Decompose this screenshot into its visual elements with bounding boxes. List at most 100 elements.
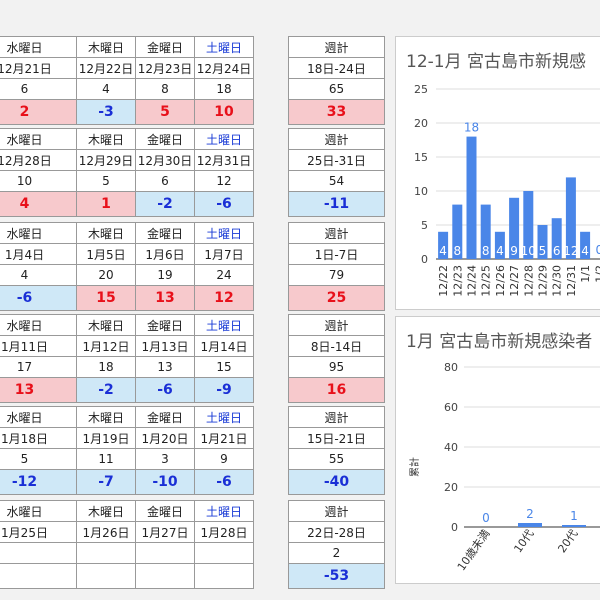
total-count-cell: 79 (288, 264, 385, 286)
total-label-cell: 週計 (288, 222, 385, 244)
day-date-cell: 1月26日 (76, 521, 136, 543)
week-row-date: 12月21日 12月22日 12月23日 12月24日 (0, 57, 254, 79)
day-count-cell: 9 (194, 448, 254, 470)
day-count-cell: 6 (0, 78, 77, 100)
day-diff-cell: -6 (194, 191, 254, 217)
day-diff-cell: -12 (0, 469, 77, 495)
x-tick-label: 12/22 (437, 265, 450, 297)
x-tick-label: 12/26 (494, 265, 507, 297)
day-diff-cell: 10 (194, 99, 254, 125)
data-label: 4 (439, 244, 447, 258)
week-row-date: 1月11日 1月12日 1月13日 1月14日 (0, 335, 254, 357)
day-count-cell: 11 (76, 448, 136, 470)
week-row-diff: -6 15 13 12 (0, 285, 254, 311)
bar (509, 197, 520, 259)
day-date-cell: 1月28日 (194, 521, 254, 543)
total-label-cell: 週計 (288, 36, 385, 58)
day-diff-cell: -10 (135, 469, 195, 495)
x-tick-label: 1/1 (579, 265, 592, 283)
total-row-label: 週計 (288, 36, 385, 58)
week-total-table: 週計 22日-28日 2 -53 (288, 500, 385, 589)
day-dow-cell: 金曜日 (135, 36, 195, 58)
day-diff-cell: 12 (194, 285, 254, 311)
day-diff-cell (0, 563, 77, 589)
week-table: 水曜日 木曜日 金曜日 土曜日 1月11日 1月12日 1月13日 1月14日 17 18 13 15… (0, 314, 254, 403)
bar (580, 231, 591, 259)
data-label: 18 (464, 121, 479, 135)
total-row-label: 週計 (288, 314, 385, 336)
x-tick-label: 12/28 (522, 265, 535, 297)
day-date-cell: 12月21日 (0, 57, 77, 79)
day-count-cell: 6 (135, 170, 195, 192)
total-row-label: 週計 (288, 128, 385, 150)
day-diff-cell: 1 (76, 191, 136, 217)
daily-cases-chart: 0510152025412/22812/231812/24812/25412/2… (414, 83, 600, 297)
day-count-cell: 5 (76, 170, 136, 192)
data-label: 2 (526, 507, 534, 521)
bar (466, 136, 477, 259)
day-dow-cell: 木曜日 (76, 406, 136, 428)
day-diff-cell: -9 (194, 377, 254, 403)
data-label: 0 (482, 511, 490, 525)
total-diff-cell: -53 (288, 563, 385, 589)
day-diff-cell: -7 (76, 469, 136, 495)
day-count-cell: 19 (135, 264, 195, 286)
day-date-cell: 1月13日 (135, 335, 195, 357)
total-count-cell: 2 (288, 542, 385, 564)
data-label: 4 (496, 244, 504, 258)
total-row-range: 25日-31日 (288, 149, 385, 171)
data-label: 5 (539, 244, 547, 258)
total-range-cell: 1日-7日 (288, 243, 385, 265)
day-date-cell: 1月18日 (0, 427, 77, 449)
day-date-cell: 1月19日 (76, 427, 136, 449)
day-dow-cell: 金曜日 (135, 128, 195, 150)
week-row-count: 10 5 6 12 (0, 170, 254, 192)
week-table: 水曜日 木曜日 金曜日 土曜日 12月21日 12月22日 12月23日 12月24日 6 4 8 1… (0, 36, 254, 125)
y-tick-label: 40 (444, 441, 458, 454)
day-count-cell: 15 (194, 356, 254, 378)
day-diff-cell: -6 (0, 285, 77, 311)
total-count-cell: 55 (288, 448, 385, 470)
age-cases-chart-panel: 1月 宮古島市新規感染者 020406080010歳未満210代120代330代… (395, 316, 600, 584)
y-axis-label: 累計 (408, 457, 421, 477)
week-row-diff: 4 1 -2 -6 (0, 191, 254, 217)
y-tick-label: 60 (444, 401, 458, 414)
data-label: 6 (553, 244, 561, 258)
total-count-cell: 95 (288, 356, 385, 378)
x-tick-label: 12/23 (451, 265, 464, 297)
x-tick-label: 12/31 (565, 265, 578, 297)
week-table: 水曜日 木曜日 金曜日 土曜日 12月28日 12月29日 12月30日 12月31日 10 5 6… (0, 128, 254, 217)
week-row-dow: 水曜日 木曜日 金曜日 土曜日 (0, 128, 254, 150)
total-row-label: 週計 (288, 222, 385, 244)
day-diff-cell: 2 (0, 99, 77, 125)
day-diff-cell: 5 (135, 99, 195, 125)
total-row-range: 18日-24日 (288, 57, 385, 79)
data-label: 9 (510, 244, 518, 258)
day-dow-cell: 木曜日 (76, 314, 136, 336)
week-total-table: 週計 25日-31日 54 -11 (288, 128, 385, 217)
day-count-cell: 5 (0, 448, 77, 470)
day-date-cell: 12月29日 (76, 149, 136, 171)
week-row-diff: 2 -3 5 10 (0, 99, 254, 125)
day-dow-cell: 土曜日 (194, 222, 254, 244)
day-date-cell: 12月31日 (194, 149, 254, 171)
total-count-cell: 54 (288, 170, 385, 192)
bar (562, 525, 586, 527)
total-label-cell: 週計 (288, 314, 385, 336)
day-dow-cell: 水曜日 (0, 36, 77, 58)
day-count-cell: 18 (76, 356, 136, 378)
day-count-cell: 12 (194, 170, 254, 192)
day-count-cell: 8 (135, 78, 195, 100)
day-date-cell: 12月30日 (135, 149, 195, 171)
day-diff-cell: -2 (135, 191, 195, 217)
total-row-label: 週計 (288, 500, 385, 522)
day-dow-cell: 木曜日 (76, 500, 136, 522)
day-dow-cell: 金曜日 (135, 314, 195, 336)
data-label: 1 (570, 509, 578, 523)
day-dow-cell: 木曜日 (76, 36, 136, 58)
total-diff-cell: 25 (288, 285, 385, 311)
week-row-dow: 水曜日 木曜日 金曜日 土曜日 (0, 222, 254, 244)
bar (438, 231, 449, 259)
chart1-title: 12-1月 宮古島市新規感 (406, 52, 586, 72)
age-cases-chart: 020406080010歳未満210代120代330代累計 (408, 361, 600, 573)
